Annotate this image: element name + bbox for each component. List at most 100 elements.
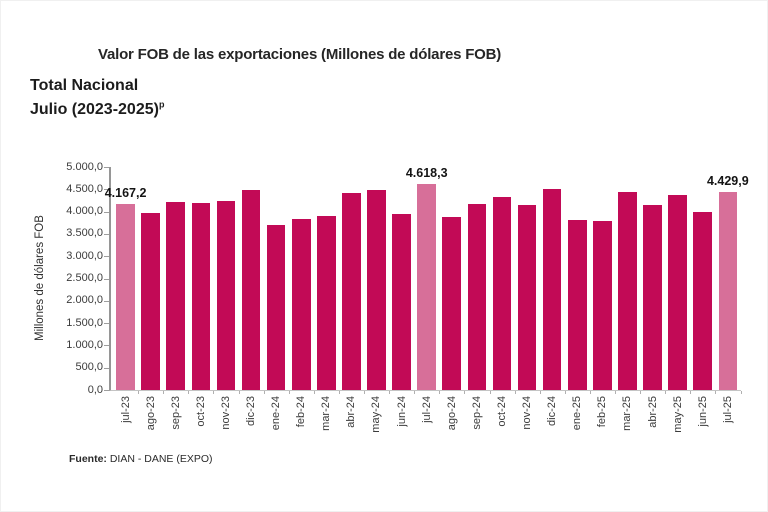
plot-area: 4.167,2 jul-23 ago-23 sep-23 oct-23 nov-23 dic…: [105, 166, 749, 433]
x-axis-tick-mark: [589, 391, 591, 394]
x-axis-tick-mark: [138, 391, 140, 394]
x-axis-tick-label: oct-23: [194, 396, 207, 427]
bar-slot: 4.618,3 jul-24: [406, 166, 448, 423]
bar-jul-23: [116, 204, 135, 390]
x-axis-tick-label: dic-24: [546, 396, 559, 426]
bar-sep-24: [467, 203, 487, 390]
bar-slot: ago-23: [138, 167, 163, 430]
y-axis-tick-label: 4.000,0: [66, 205, 103, 218]
period-superscript: p: [158, 99, 165, 110]
y-axis-tick-label: 2.500,0: [66, 272, 103, 284]
x-axis-tick-mark: [213, 391, 215, 394]
bar-slot: oct-23: [188, 167, 213, 427]
x-axis-tick-label: feb-25: [596, 396, 609, 428]
bar-slot: mar-25: [615, 167, 640, 431]
bar-oct-24: [492, 196, 512, 390]
x-axis-tick-label: ago-23: [144, 396, 157, 431]
bar-slot: nov-24: [515, 167, 540, 430]
x-axis-tick-label: jun-25: [696, 396, 709, 427]
bar-slot: jun-25: [690, 167, 715, 427]
bar-slot: sep-23: [163, 167, 188, 430]
x-axis-tick-mark: [690, 391, 692, 394]
bar-slot: mar-24: [314, 167, 339, 431]
y-axis-tick-label: 1.000,0: [66, 338, 103, 351]
x-axis-tick-mark: [640, 391, 642, 394]
x-axis-tick-mark: [263, 391, 265, 394]
x-axis-tick-mark: [439, 391, 441, 394]
x-axis-tick-label: jul-25: [721, 396, 734, 423]
y-axis-tick-mark: [104, 189, 109, 191]
bar-slot: 4.167,2 jul-23: [105, 167, 147, 423]
bar-slot: dic-24: [540, 167, 565, 426]
x-axis-tick-label: jul-23: [119, 396, 132, 423]
bar-abr-24: [342, 192, 361, 390]
x-axis-tick-label: mar-24: [320, 396, 333, 431]
bar-slot: nov-23: [213, 167, 238, 430]
x-axis-tick-label: ago-24: [445, 396, 458, 431]
y-axis: 5.000,0 4.500,0 4.000,0 3.500,0 3.000,0 2.500…: [31, 161, 109, 395]
y-axis-tick-mark: [104, 278, 109, 280]
bar-mar-25: [618, 192, 637, 390]
x-axis-tick-label: abr-24: [345, 396, 358, 428]
x-axis-tick-mark: [163, 391, 165, 394]
y-axis-tick-mark: [104, 211, 109, 213]
bar-may-24: [367, 189, 386, 390]
y-axis-tick-label: 1.500,0: [66, 316, 103, 329]
y-axis-tick-mark: [104, 390, 109, 391]
bar-slot: ene-24: [264, 167, 289, 430]
x-axis-tick-label: dic-23: [245, 396, 258, 426]
source-note: Fuente: DIAN - DANE (EXPO): [69, 453, 213, 465]
bar-jun-24: [392, 213, 411, 390]
bar-jun-25: [693, 211, 712, 390]
source-label: Fuente:: [69, 453, 107, 465]
x-axis-tick-mark: [615, 391, 616, 394]
x-axis-tick-label: feb-24: [295, 396, 308, 428]
bar-ago-24: [442, 216, 462, 390]
x-axis-tick-mark: [665, 391, 667, 394]
bar-abr-25: [643, 205, 662, 390]
y-axis-tick-mark: [104, 256, 109, 258]
x-axis-tick-mark: [414, 391, 416, 394]
bar-oct-23: [191, 203, 211, 390]
bar-dic-24: [542, 189, 562, 390]
y-axis-tick-mark: [104, 233, 109, 235]
x-axis-tick-mark: [715, 391, 717, 394]
x-axis-tick-label: ene-24: [270, 396, 283, 431]
bar-dic-23: [241, 190, 261, 390]
x-axis-tick-mark: [313, 391, 315, 394]
bar-slot: dic-23: [238, 167, 263, 426]
y-axis-tick-mark: [104, 167, 109, 168]
x-axis-tick-mark: [188, 391, 190, 394]
bar-slot: jun-24: [389, 167, 414, 427]
x-axis-tick-label: mar-25: [621, 396, 634, 431]
source-text: DIAN - DANE (EXPO): [109, 453, 213, 465]
x-axis-tick-mark: [288, 391, 290, 394]
x-axis-tick-label: may-25: [671, 396, 684, 433]
x-axis-tick-mark: [539, 391, 541, 394]
x-axis-tick-mark: [489, 391, 491, 394]
y-axis-tick-label: 500,0: [75, 361, 103, 374]
bar-nov-24: [517, 205, 537, 390]
x-axis-tick-label: abr-25: [646, 396, 659, 428]
y-axis-tick-mark: [104, 323, 109, 325]
bar-slot: ene-25: [565, 167, 590, 430]
bar-ene-24: [266, 224, 286, 390]
x-axis-tick-mark: [389, 391, 391, 394]
bar-nov-23: [216, 201, 236, 390]
bar-may-25: [668, 194, 687, 390]
bar-sep-23: [166, 202, 186, 390]
y-axis-tick-mark: [104, 367, 109, 369]
bar-value-label: 4.167,2: [104, 186, 147, 201]
x-axis-tick-label: sep-24: [470, 396, 483, 430]
x-axis-tick-label: jun-24: [395, 396, 408, 427]
x-axis-tick-mark: [740, 391, 742, 394]
bar-ago-23: [141, 213, 160, 390]
bar-feb-25: [593, 221, 612, 390]
x-axis-tick-label: ene-25: [571, 396, 584, 431]
x-axis-tick-mark: [338, 391, 340, 394]
chart-subtitle-total-nacional: Total Nacional: [30, 77, 139, 94]
y-axis-tick-label: 3.000,0: [66, 249, 103, 262]
bar-feb-24: [291, 219, 311, 390]
y-axis-tick-label: 0,0: [87, 383, 103, 396]
y-axis-tick-label: 5.000,0: [66, 160, 103, 173]
